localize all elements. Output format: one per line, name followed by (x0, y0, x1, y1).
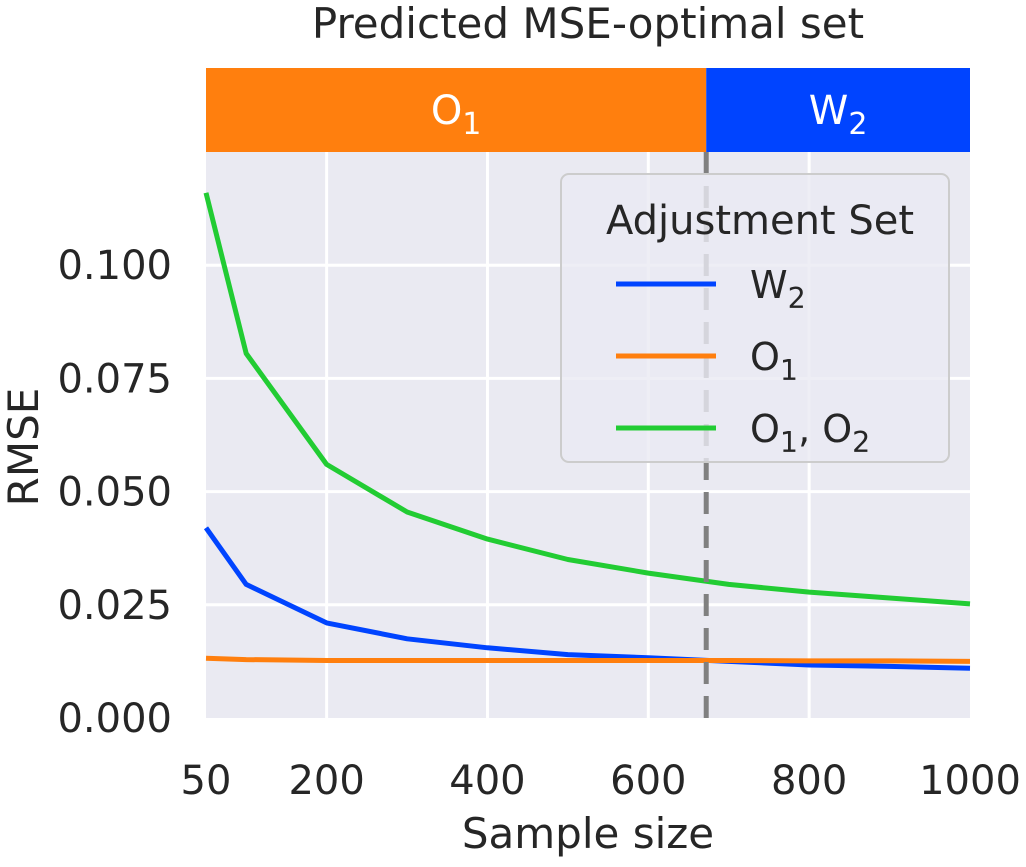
x-tick-label: 1000 (919, 758, 1021, 804)
series-line-1 (203, 526, 971, 671)
band-2 (706, 68, 970, 152)
optimal-set-bands: O1 W2 (206, 68, 970, 152)
x-tick-labels: 50 200 400 600 800 1000 (181, 758, 1021, 804)
legend-title: Adjustment Set (606, 198, 914, 244)
series-lines (203, 192, 971, 671)
y-tick-label: 0.050 (57, 470, 172, 516)
x-tick-label: 400 (449, 758, 525, 804)
legend-label-1: W2 (750, 263, 806, 315)
y-tick-label: 0.000 (57, 696, 172, 742)
y-tick-labels: 0.000 0.025 0.050 0.075 0.100 (57, 243, 172, 742)
legend-label-3: O1, O2 (750, 407, 870, 459)
legend-box (560, 173, 950, 463)
y-tick-label: 0.075 (57, 356, 172, 402)
legend: Adjustment Set W2 O1 O1, O2 (560, 173, 950, 463)
band-label-2: W2 (809, 88, 868, 142)
legend-items: W2 O1 O1, O2 (616, 263, 870, 459)
x-tick-label: 200 (288, 758, 364, 804)
chart-title: Predicted MSE-optimal set (312, 0, 864, 48)
band-1 (206, 68, 707, 152)
band-label-1: O1 (431, 88, 482, 142)
y-tick-label: 0.100 (57, 243, 172, 289)
y-axis-label: RMSE (0, 388, 48, 507)
series-line-3 (203, 192, 971, 607)
x-tick-label: 50 (181, 758, 232, 804)
legend-label-2: O1 (750, 335, 798, 387)
series-line-2 (205, 655, 971, 664)
x-axis-label: Sample size (462, 809, 714, 858)
x-tick-label: 800 (771, 758, 847, 804)
y-tick-label: 0.025 (57, 583, 172, 629)
x-tick-label: 600 (610, 758, 686, 804)
